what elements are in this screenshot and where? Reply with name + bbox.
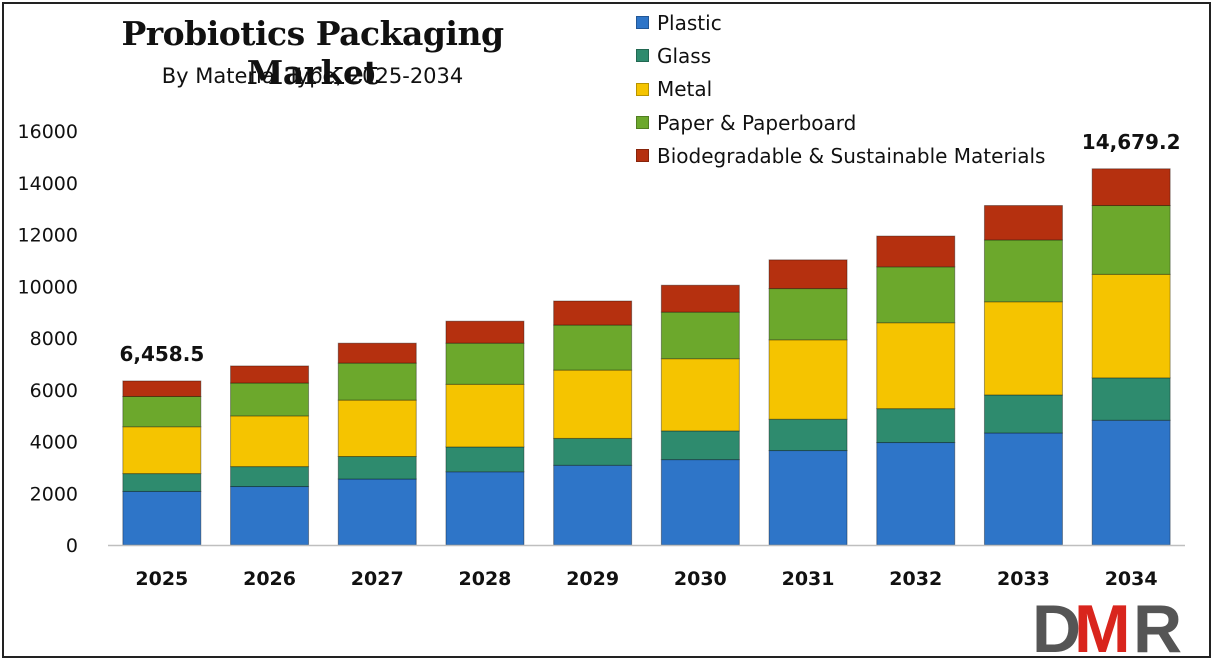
x-tick-label: 2027 [351, 568, 404, 590]
bar-segment-2031-3 [768, 288, 848, 341]
bar-segment-2027-2 [337, 399, 417, 458]
chart-subtitle: By Material Type, 2025-2034 [161, 64, 464, 88]
bar-segment-2030-3 [660, 311, 740, 360]
legend-label-metal: Metal [657, 77, 713, 102]
bar-segment-2030-1 [660, 430, 740, 461]
bar-segment-2033-1 [983, 394, 1063, 434]
legend-label-biodegradable: Biodegradable & Sustainable Materials [657, 143, 1046, 168]
bar-segment-2034-1 [1091, 377, 1171, 421]
y-tick-label: 14000 [18, 173, 78, 195]
bar-segment-2025-1 [122, 473, 202, 492]
bar-segment-2027-1 [337, 456, 417, 480]
bar-segment-2034-0 [1091, 419, 1171, 546]
bar-segment-2029-3 [553, 324, 633, 371]
svg-text:R: R [1133, 598, 1182, 656]
legend-item-biodegradable: Biodegradable & Sustainable Materials [636, 139, 1045, 172]
legend-swatch-paper [636, 116, 649, 130]
legend-item-glass: Glass [636, 39, 1045, 72]
bar-segment-2028-4 [445, 320, 525, 344]
x-tick-label: 2031 [782, 568, 835, 590]
bar-segment-2031-4 [768, 259, 848, 290]
bar-segment-2025-2 [122, 426, 202, 475]
legend-item-plastic: Plastic [636, 6, 1045, 39]
x-tick-label: 2025 [135, 568, 188, 590]
y-tick-label: 6000 [30, 380, 78, 402]
x-tick-label: 2030 [674, 568, 727, 590]
bar-segment-2031-1 [768, 418, 848, 452]
bar-segment-2031-0 [768, 450, 848, 546]
bar-segment-2027-3 [337, 362, 417, 401]
bar-segment-2028-3 [445, 342, 525, 385]
chart-legend: Plastic Glass Metal Paper & Paperboard B… [636, 6, 1045, 172]
bar-segment-2025-0 [122, 490, 202, 546]
bar-segment-2029-0 [553, 464, 633, 546]
bar-segment-2029-1 [553, 437, 633, 466]
bar-segment-2032-1 [876, 408, 956, 444]
bar-segment-2025-3 [122, 395, 202, 428]
dmr-logo: D M R [1032, 598, 1182, 656]
bar-segment-2029-4 [553, 300, 633, 326]
bar-segment-2032-3 [876, 266, 956, 324]
bar-segment-2030-0 [660, 459, 740, 546]
x-tick-label: 2026 [243, 568, 296, 590]
legend-label-plastic: Plastic [657, 10, 722, 35]
legend-label-glass: Glass [657, 43, 712, 68]
y-tick-label: 16000 [18, 121, 78, 143]
bar-segment-2032-4 [876, 235, 956, 268]
legend-swatch-plastic [636, 16, 649, 30]
bar-segment-2027-4 [337, 342, 417, 364]
bar-segment-2026-4 [230, 365, 310, 384]
legend-item-metal: Metal [636, 73, 1045, 106]
x-tick-label: 2028 [459, 568, 512, 590]
svg-text:D: D [1032, 598, 1079, 656]
y-tick-label: 8000 [30, 328, 78, 350]
bar-segment-2026-1 [230, 466, 310, 488]
data-label-total-2025: 6,458.5 [119, 342, 204, 366]
bar-segment-2032-0 [876, 442, 956, 546]
bar-segment-2033-3 [983, 239, 1063, 303]
bar-segment-2026-3 [230, 382, 310, 417]
data-label-total-2034: 14,679.2 [1082, 130, 1181, 154]
bar-segment-2028-1 [445, 446, 525, 473]
bar-segment-2033-4 [983, 205, 1063, 241]
bar-segment-2025-4 [122, 380, 202, 397]
y-tick-label: 10000 [18, 276, 78, 298]
x-tick-label: 2033 [997, 568, 1050, 590]
y-tick-label: 12000 [18, 225, 78, 247]
bar-segment-2033-2 [983, 301, 1063, 396]
bar-segment-2029-2 [553, 369, 633, 439]
legend-swatch-metal [636, 82, 649, 96]
svg-text:M: M [1074, 598, 1127, 656]
x-tick-label: 2034 [1105, 568, 1158, 590]
chart-title: Probiotics Packaging Market [121, 14, 504, 92]
bar-segment-2027-0 [337, 478, 417, 546]
bar-segment-2033-0 [983, 432, 1063, 546]
bar-segment-2030-4 [660, 284, 740, 313]
bar-segment-2034-3 [1091, 205, 1171, 275]
y-tick-label: 4000 [30, 432, 78, 454]
legend-label-paper: Paper & Paperboard [657, 110, 857, 135]
bar-segment-2034-2 [1091, 273, 1171, 379]
legend-swatch-biodegradable [636, 149, 649, 163]
bar-segment-2026-2 [230, 415, 310, 468]
legend-swatch-glass [636, 49, 649, 63]
bar-segment-2034-4 [1091, 168, 1171, 207]
bar-segment-2031-2 [768, 339, 848, 420]
y-tick-label: 0 [66, 535, 78, 557]
x-tick-label: 2029 [566, 568, 619, 590]
bar-segment-2030-2 [660, 358, 740, 432]
x-tick-label: 2032 [889, 568, 942, 590]
y-tick-label: 2000 [30, 483, 78, 505]
bar-segment-2028-0 [445, 471, 525, 546]
bar-segment-2028-2 [445, 383, 525, 448]
bar-segment-2026-0 [230, 486, 310, 546]
bar-segment-2032-2 [876, 322, 956, 410]
legend-item-paper: Paper & Paperboard [636, 106, 1045, 139]
